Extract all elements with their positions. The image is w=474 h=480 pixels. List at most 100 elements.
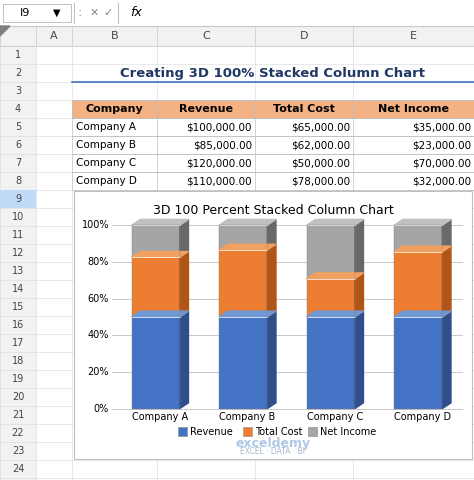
- Text: ▼: ▼: [53, 8, 61, 18]
- Bar: [307, 279, 355, 317]
- Text: fx: fx: [130, 7, 142, 20]
- Text: 24: 24: [12, 464, 24, 474]
- Bar: [3, 4, 71, 22]
- Bar: [219, 317, 267, 408]
- Bar: [0, 46, 36, 480]
- Bar: [132, 257, 180, 317]
- Text: EXCEL · DATA · BI: EXCEL · DATA · BI: [240, 447, 306, 456]
- Text: A: A: [50, 31, 58, 41]
- Text: 5: 5: [15, 122, 21, 132]
- Bar: [0, 0, 474, 26]
- Text: Net Income: Net Income: [320, 427, 376, 437]
- Text: I9: I9: [20, 8, 30, 18]
- Polygon shape: [0, 26, 10, 36]
- Text: 1: 1: [15, 50, 21, 60]
- Polygon shape: [355, 273, 364, 317]
- Text: $62,000.00: $62,000.00: [291, 140, 350, 150]
- Text: 20%: 20%: [88, 367, 109, 377]
- Polygon shape: [394, 219, 451, 225]
- Text: 4: 4: [15, 104, 21, 114]
- Polygon shape: [267, 244, 276, 317]
- Polygon shape: [442, 311, 451, 408]
- Text: Net Income: Net Income: [378, 104, 449, 114]
- Polygon shape: [219, 311, 276, 317]
- Text: $32,000.00: $32,000.00: [412, 176, 471, 186]
- Text: 3: 3: [15, 86, 21, 96]
- Polygon shape: [355, 311, 364, 408]
- Text: ✓: ✓: [103, 8, 113, 18]
- Text: $23,000.00: $23,000.00: [412, 140, 471, 150]
- Text: $120,000.00: $120,000.00: [186, 158, 252, 168]
- Polygon shape: [267, 311, 276, 408]
- Text: Revenue: Revenue: [179, 104, 233, 114]
- Text: B: B: [111, 31, 118, 41]
- Text: 22: 22: [12, 428, 24, 438]
- Text: $110,000.00: $110,000.00: [186, 176, 252, 186]
- Polygon shape: [219, 219, 276, 225]
- Polygon shape: [132, 252, 189, 257]
- Text: exceldemy: exceldemy: [236, 437, 310, 450]
- Text: 3D 100 Percent Stacked Column Chart: 3D 100 Percent Stacked Column Chart: [153, 204, 393, 217]
- Bar: [394, 317, 442, 408]
- Text: 21: 21: [12, 410, 24, 420]
- Text: 16: 16: [12, 320, 24, 330]
- Text: Company B: Company B: [76, 140, 136, 150]
- Text: 12: 12: [12, 248, 24, 258]
- Text: $100,000.00: $100,000.00: [186, 122, 252, 132]
- Text: $35,000.00: $35,000.00: [412, 122, 471, 132]
- Text: E: E: [410, 31, 417, 41]
- Text: $65,000.00: $65,000.00: [291, 122, 350, 132]
- Polygon shape: [219, 244, 276, 250]
- Polygon shape: [180, 219, 189, 257]
- Bar: [219, 250, 267, 317]
- Text: 13: 13: [12, 266, 24, 276]
- Text: 0%: 0%: [94, 404, 109, 414]
- Polygon shape: [442, 246, 451, 317]
- Bar: [72, 136, 474, 154]
- Bar: [308, 427, 317, 436]
- Text: Company C: Company C: [76, 158, 136, 168]
- Text: Company D: Company D: [394, 411, 451, 421]
- Bar: [243, 427, 252, 436]
- Text: 17: 17: [12, 338, 24, 348]
- Text: 60%: 60%: [88, 294, 109, 303]
- Text: $85,000.00: $85,000.00: [193, 140, 252, 150]
- Text: 100%: 100%: [82, 220, 109, 230]
- Text: Company: Company: [86, 104, 143, 114]
- Text: Total Cost: Total Cost: [273, 104, 335, 114]
- Text: 7: 7: [15, 158, 21, 168]
- Polygon shape: [132, 311, 189, 317]
- Polygon shape: [180, 311, 189, 408]
- Polygon shape: [267, 219, 276, 250]
- Text: Revenue: Revenue: [190, 427, 233, 437]
- Text: C: C: [202, 31, 210, 41]
- Bar: [132, 317, 180, 408]
- Text: 6: 6: [15, 140, 21, 150]
- Text: 19: 19: [12, 374, 24, 384]
- Polygon shape: [394, 246, 451, 252]
- Text: 15: 15: [12, 302, 24, 312]
- Bar: [132, 225, 180, 257]
- Text: :: :: [78, 7, 82, 20]
- Text: 23: 23: [12, 446, 24, 456]
- Text: 18: 18: [12, 356, 24, 366]
- Text: 2: 2: [15, 68, 21, 78]
- Polygon shape: [394, 311, 451, 317]
- Text: ✕: ✕: [89, 8, 99, 18]
- Text: $50,000.00: $50,000.00: [291, 158, 350, 168]
- Bar: [307, 317, 355, 408]
- Polygon shape: [307, 219, 364, 225]
- Text: 10: 10: [12, 212, 24, 222]
- Text: 80%: 80%: [88, 257, 109, 267]
- Bar: [132, 225, 180, 408]
- Text: Total Cost: Total Cost: [255, 427, 302, 437]
- Bar: [394, 252, 442, 317]
- Bar: [394, 225, 442, 252]
- Polygon shape: [180, 252, 189, 317]
- Bar: [72, 172, 474, 190]
- Text: Company A: Company A: [132, 411, 188, 421]
- Text: Creating 3D 100% Stacked Column Chart: Creating 3D 100% Stacked Column Chart: [120, 67, 426, 80]
- Polygon shape: [442, 219, 451, 252]
- Bar: [72, 154, 474, 172]
- Bar: [219, 225, 267, 408]
